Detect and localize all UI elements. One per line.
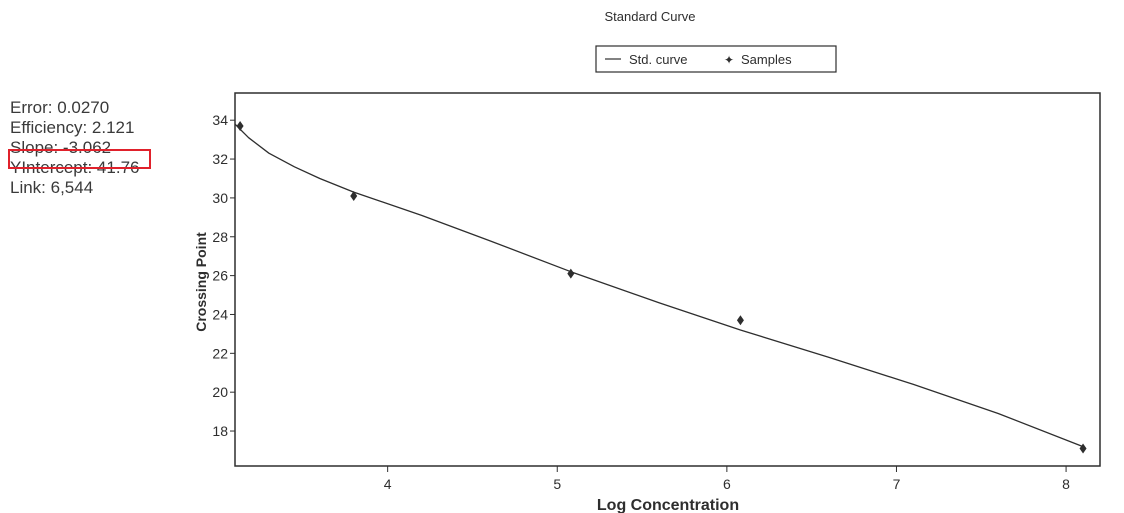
x-tick-label: 6: [723, 476, 731, 492]
slope-highlight-box: [8, 149, 151, 169]
sample-point: [1079, 443, 1087, 454]
legend-box: [595, 45, 837, 73]
y-tick-label: 18: [212, 423, 228, 439]
y-tick-label: 24: [212, 306, 228, 322]
y-tick-label: 22: [212, 345, 228, 361]
chart-title: Standard Curve: [604, 9, 695, 24]
std-curve-line: [234, 123, 1084, 448]
x-axis: 4 5 6 7 8: [384, 466, 1070, 492]
sample-point: [350, 190, 358, 201]
efficiency-stat: Efficiency: 2.121: [10, 118, 135, 137]
y-tick-label: 28: [212, 229, 228, 245]
sample-point: [736, 315, 744, 326]
y-tick-label: 30: [212, 190, 228, 206]
x-tick-label: 4: [384, 476, 392, 492]
sample-point: [236, 121, 244, 132]
legend-label-std-curve: Std. curve: [629, 52, 688, 67]
sample-point: [567, 268, 575, 279]
series-layer: [234, 121, 1087, 454]
link-stat: Link: 6,544: [10, 178, 94, 197]
legend-label-samples: Samples: [741, 52, 792, 67]
x-tick-label: 5: [553, 476, 561, 492]
chart-legend: Std. curve ✦ Samples: [595, 45, 837, 73]
curve-statistics: Error: 0.0270 Efficiency: 2.121 Slope: -…: [8, 98, 151, 198]
y-tick-label: 26: [212, 268, 228, 284]
legend-marker-samples: ✦: [724, 53, 734, 67]
y-tick-label: 34: [212, 112, 228, 128]
y-axis: 18 20 22 24 26 28 30 32 34: [212, 112, 235, 439]
y-tick-label: 20: [212, 384, 228, 400]
slope-stat: Slope: -3.062: [10, 138, 112, 157]
y-tick-label: 32: [212, 151, 228, 167]
x-tick-label: 7: [893, 476, 901, 492]
plot-area: [234, 92, 1101, 467]
y-axis-label: Crossing Point: [193, 232, 209, 332]
x-axis-label: Log Concentration: [597, 497, 739, 513]
error-stat: Error: 0.0270: [10, 98, 110, 117]
x-tick-label: 8: [1062, 476, 1070, 492]
